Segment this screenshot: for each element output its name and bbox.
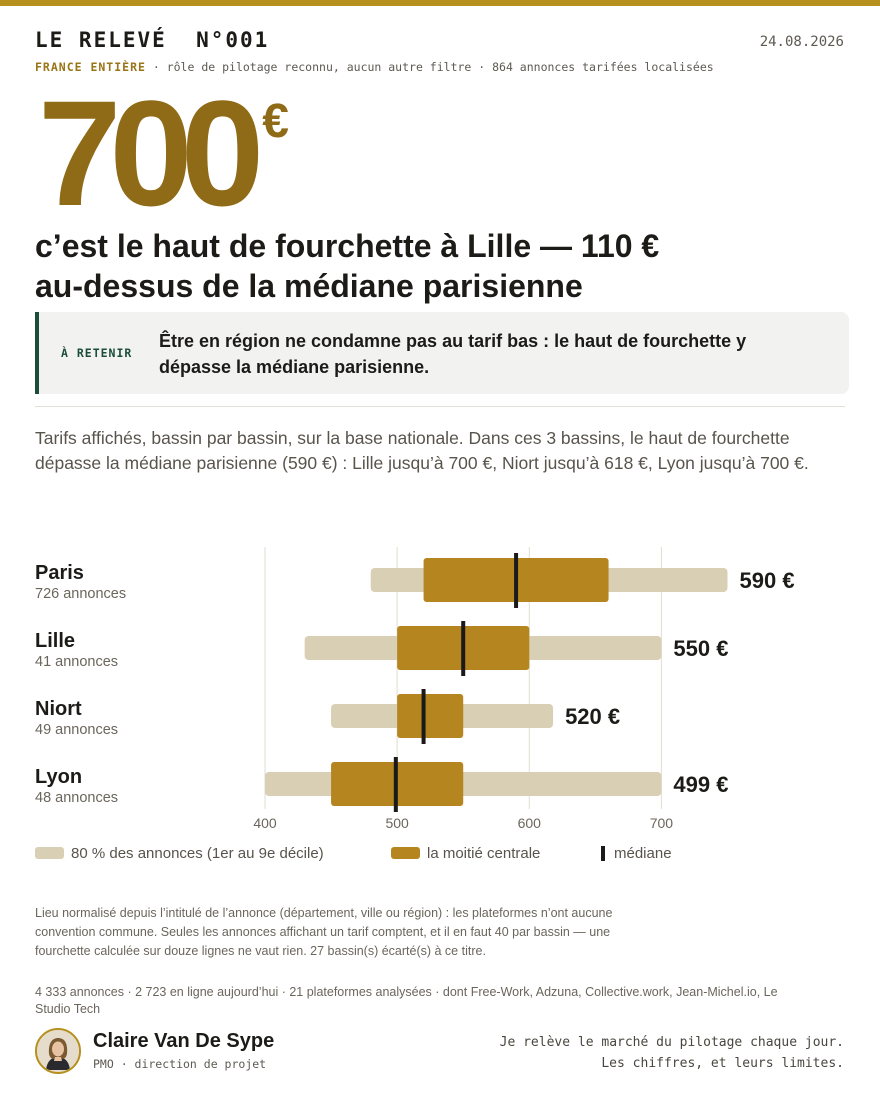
issue-title: LE RELEVÉ N°001 bbox=[35, 28, 270, 52]
tagline: Je relève le marché du pilotage chaque j… bbox=[500, 1032, 844, 1074]
median-value-label: 590 € bbox=[740, 568, 795, 593]
category-count: 726 annonces bbox=[35, 586, 126, 602]
legend-label-iqr: la moitié centrale bbox=[427, 845, 540, 862]
scope-line: FRANCE ENTIÈRE · rôle de pilotage reconn… bbox=[35, 60, 714, 74]
issue-date: 24.08.2026 bbox=[759, 34, 844, 50]
median-value-label: 499 € bbox=[673, 772, 728, 797]
category-count: 41 annonces bbox=[35, 654, 118, 670]
intro-paragraph: Tarifs affichés, bassin par bassin, sur … bbox=[35, 428, 809, 473]
x-tick-label: 700 bbox=[650, 815, 674, 831]
avatar bbox=[35, 1028, 81, 1074]
headline-line-1: c’est le haut de fourchette à Lille — 11… bbox=[35, 228, 660, 264]
category-label: Lyon bbox=[35, 766, 82, 788]
callout-text: Être en région ne condamne pas au tarif … bbox=[159, 331, 747, 377]
legend-label-range80: 80 % des annonces (1er au 9e décile) bbox=[71, 845, 324, 862]
headline: c’est le haut de fourchette à Lille — 11… bbox=[35, 226, 835, 306]
legend-label-median: médiane bbox=[614, 845, 672, 862]
tagline-line-2: Les chiffres, et leurs limites. bbox=[601, 1056, 844, 1071]
x-tick-label: 500 bbox=[385, 815, 409, 831]
median-value-label: 520 € bbox=[565, 704, 620, 729]
top-accent-bar bbox=[0, 0, 880, 6]
headline-line-2: au-dessus de la médiane parisienne bbox=[35, 268, 583, 304]
x-tick-label: 600 bbox=[518, 815, 542, 831]
callout-tag: À RETENIR bbox=[61, 346, 133, 360]
legend-swatch-iqr bbox=[391, 847, 420, 859]
tagline-line-1: Je relève le marché du pilotage chaque j… bbox=[499, 1035, 844, 1050]
range-chart: 400 500 600 700 Paris 726 annonces 590 € Lille 4… bbox=[35, 547, 795, 862]
category-count: 49 annonces bbox=[35, 722, 118, 738]
avatar-portrait bbox=[37, 1030, 79, 1072]
category-label: Niort bbox=[35, 698, 82, 720]
scope-filters: · rôle de pilotage reconnu, aucun autre … bbox=[145, 60, 714, 74]
median-marker bbox=[461, 621, 466, 676]
x-tick-label: 400 bbox=[253, 815, 277, 831]
median-marker bbox=[514, 553, 519, 608]
section-divider bbox=[35, 406, 845, 407]
legend-swatch-median bbox=[601, 846, 605, 861]
methodology-footnote: Lieu normalisé depuis l’intitulé de l’an… bbox=[35, 906, 613, 958]
dataset-stats: 4 333 annonces · 2 723 en ligne aujourd’… bbox=[35, 985, 778, 1016]
category-label: Lille bbox=[35, 630, 75, 652]
hero-figure: 700 € bbox=[38, 78, 289, 228]
legend-swatch-range80 bbox=[35, 847, 64, 859]
iqr-bar bbox=[397, 694, 464, 738]
hero-number: 700 bbox=[38, 69, 264, 237]
category-count: 48 annonces bbox=[35, 790, 118, 806]
median-marker bbox=[393, 757, 398, 812]
scope-label: FRANCE ENTIÈRE bbox=[35, 60, 146, 74]
category-label: Paris bbox=[35, 562, 84, 584]
author-role: PMO · direction de projet bbox=[93, 1057, 267, 1071]
author-name: Claire Van De Sype bbox=[93, 1030, 275, 1052]
median-marker bbox=[421, 689, 426, 744]
hero-currency: € bbox=[262, 95, 289, 148]
key-takeaway-callout: À RETENIR Être en région ne condamne pas… bbox=[35, 312, 849, 394]
median-value-label: 550 € bbox=[673, 636, 728, 661]
